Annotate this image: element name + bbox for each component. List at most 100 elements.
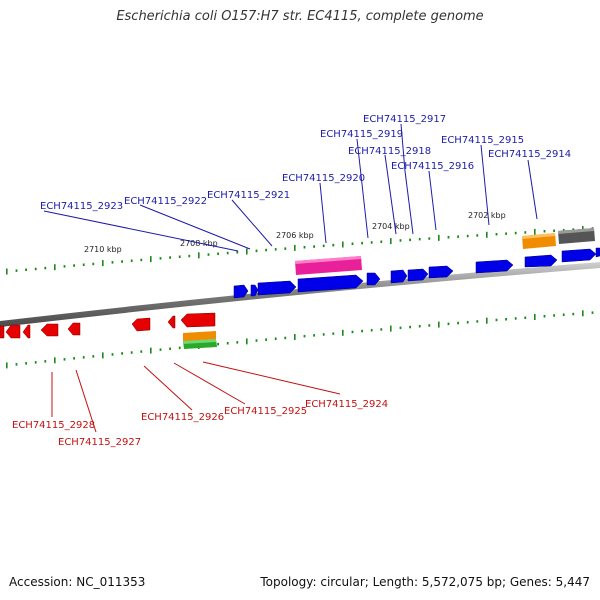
- gene-label[interactable]: ECH74115_2915: [441, 135, 524, 146]
- minor-tick: [303, 246, 306, 249]
- minor-tick: [428, 324, 431, 327]
- minor-tick: [428, 237, 431, 240]
- minor-tick: [92, 355, 95, 358]
- minor-tick: [169, 347, 171, 350]
- minor-tick: [217, 252, 219, 255]
- scale-label: 2706 kbp: [276, 231, 314, 240]
- minor-tick: [15, 269, 18, 272]
- gene-label[interactable]: ECH74115_2923: [40, 201, 123, 212]
- major-tick: [198, 252, 200, 259]
- minor-tick: [322, 244, 325, 248]
- minor-tick: [380, 328, 383, 331]
- minor-tick: [370, 241, 373, 244]
- minor-tick: [44, 360, 47, 363]
- gene-reverse[interactable]: [22, 324, 31, 339]
- scale-label: 2708 kbp: [180, 239, 218, 248]
- gene-reverse[interactable]: [131, 317, 151, 332]
- gene-forward[interactable]: [595, 247, 600, 258]
- gene-label[interactable]: ECH74115_2919: [320, 129, 403, 140]
- minor-tick: [274, 248, 277, 251]
- minor-tick: [178, 346, 181, 350]
- feature-orange-top: [522, 233, 555, 239]
- gene-forward[interactable]: [250, 284, 259, 297]
- minor-tick: [495, 318, 498, 322]
- minor-tick: [447, 236, 450, 239]
- minor-tick: [399, 239, 402, 242]
- major-tick: [390, 325, 392, 332]
- minor-tick: [63, 358, 66, 361]
- gene-reverse[interactable]: [167, 315, 176, 329]
- minor-tick: [418, 237, 421, 241]
- major-tick: [102, 352, 104, 359]
- gene-label[interactable]: ECH74115_2925: [224, 406, 307, 417]
- minor-tick: [73, 357, 75, 360]
- major-tick: [534, 228, 536, 235]
- minor-tick: [543, 230, 546, 233]
- minor-tick: [207, 253, 210, 256]
- major-tick: [486, 231, 488, 238]
- gene-forward[interactable]: [561, 248, 597, 263]
- minor-tick: [505, 318, 507, 321]
- gene-label[interactable]: ECH74115_2927: [58, 437, 141, 448]
- feature-orange[interactable]: [183, 331, 216, 341]
- reverse-genes: [0, 312, 216, 339]
- gene-forward[interactable]: [390, 269, 408, 284]
- gene-label[interactable]: ECH74115_2928: [12, 420, 95, 431]
- gene-label[interactable]: ECH74115_2921: [207, 190, 290, 201]
- gene-reverse[interactable]: [40, 323, 59, 337]
- minor-tick: [409, 325, 411, 329]
- minor-tick: [34, 361, 37, 364]
- scale-label: 2702 kbp: [468, 211, 506, 220]
- minor-tick: [217, 342, 219, 346]
- minor-tick: [332, 243, 335, 247]
- tick-row-inner: [6, 310, 594, 369]
- major-tick: [54, 264, 56, 271]
- gene-label[interactable]: ECH74115_2917: [363, 114, 446, 125]
- gene-label[interactable]: ECH74115_2924: [305, 399, 388, 410]
- gene-forward[interactable]: [524, 254, 558, 268]
- gene-label[interactable]: ECH74115_2920: [282, 173, 365, 184]
- minor-tick: [370, 329, 373, 332]
- gene-reverse[interactable]: [0, 325, 5, 339]
- gene-forward[interactable]: [407, 268, 429, 282]
- gene-label[interactable]: ECH74115_2926: [141, 412, 224, 423]
- major-tick: [150, 347, 152, 354]
- minor-tick: [313, 245, 315, 248]
- minor-tick: [562, 228, 565, 232]
- feature-gray-top: [558, 228, 594, 234]
- major-tick: [486, 317, 488, 324]
- minor-tick: [265, 338, 267, 341]
- major-tick: [390, 238, 392, 245]
- gene-forward[interactable]: [257, 280, 297, 296]
- gene-label[interactable]: ECH74115_2922: [124, 196, 207, 207]
- gene-forward[interactable]: [366, 272, 381, 286]
- gene-label[interactable]: ECH74115_2918: [348, 146, 431, 157]
- minor-tick: [25, 268, 27, 271]
- gene-forward[interactable]: [233, 284, 249, 299]
- gene-label[interactable]: ECH74115_2916: [391, 161, 474, 172]
- minor-tick: [265, 248, 267, 252]
- minor-tick: [130, 259, 133, 262]
- minor-tick: [178, 255, 181, 258]
- minor-tick: [399, 326, 402, 330]
- minor-tick: [380, 240, 383, 243]
- minor-tick: [284, 247, 287, 250]
- gene-reverse[interactable]: [5, 324, 21, 339]
- major-tick: [6, 268, 8, 275]
- reverse-gene-labels: ECH74115_2924 ECH74115_2925 ECH74115_292…: [12, 399, 388, 448]
- minor-tick: [82, 356, 85, 359]
- minor-tick: [466, 234, 469, 238]
- gene-reverse[interactable]: [67, 322, 81, 336]
- minor-tick: [34, 267, 37, 271]
- gene-reverse[interactable]: [180, 312, 216, 328]
- minor-tick: [409, 238, 411, 242]
- gene-forward[interactable]: [475, 259, 514, 274]
- gene-forward[interactable]: [297, 274, 364, 293]
- minor-tick: [159, 348, 162, 351]
- gene-label[interactable]: ECH74115_2914: [488, 149, 571, 160]
- gene-forward[interactable]: [428, 265, 454, 279]
- minor-tick: [361, 329, 363, 333]
- minor-tick: [73, 264, 75, 267]
- minor-tick: [303, 334, 306, 338]
- minor-tick: [562, 313, 565, 316]
